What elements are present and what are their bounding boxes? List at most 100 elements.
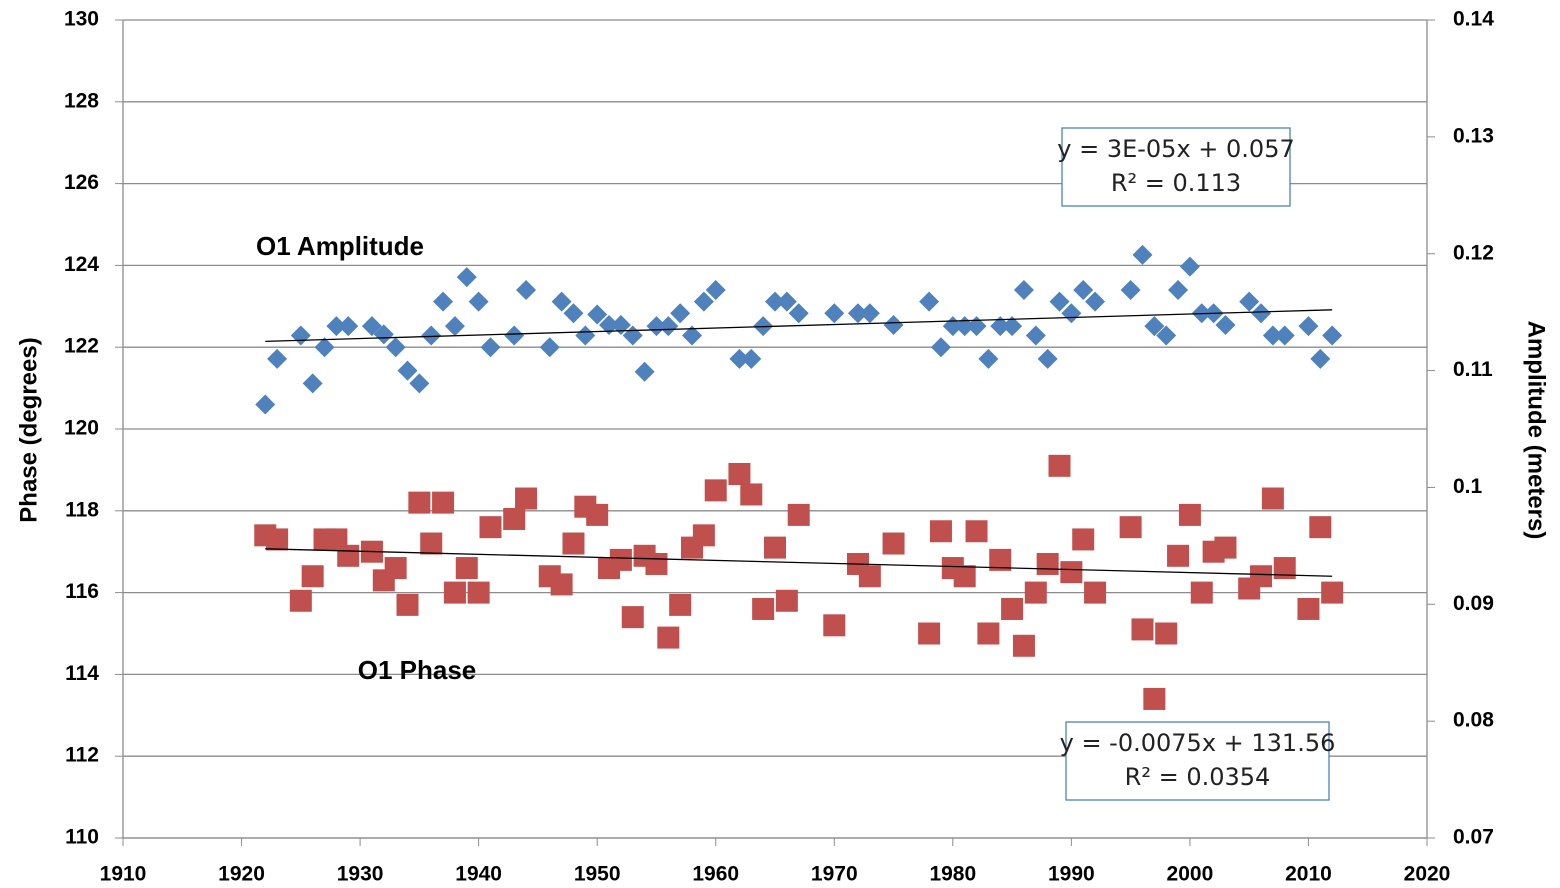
point	[657, 626, 680, 649]
point	[314, 337, 335, 358]
point	[646, 316, 667, 337]
point	[456, 267, 477, 288]
y-tick-label: 126	[64, 171, 99, 194]
point	[373, 324, 394, 345]
x-tick-label: 1930	[337, 863, 384, 886]
point	[1002, 316, 1023, 337]
y-tick-label: 114	[65, 662, 99, 685]
point	[1322, 325, 1343, 346]
point	[468, 291, 489, 312]
equation-box	[1061, 127, 1291, 207]
point	[361, 316, 382, 337]
point	[858, 565, 881, 588]
point	[480, 337, 501, 358]
point	[301, 565, 324, 588]
equation: y = -0.0075x + 131.56	[1060, 729, 1336, 757]
point	[1143, 687, 1166, 710]
point	[621, 606, 644, 629]
point	[1060, 561, 1083, 584]
point	[516, 279, 537, 300]
point	[1119, 516, 1142, 539]
point	[255, 394, 276, 415]
point	[1167, 544, 1190, 567]
point	[562, 532, 585, 555]
x-tick-label: 1910	[100, 863, 147, 886]
y-tick-label: 124	[64, 253, 99, 276]
y2-tick-label: 0.11	[1453, 358, 1493, 381]
point	[1168, 279, 1189, 300]
point	[692, 524, 715, 547]
point	[670, 303, 691, 324]
point	[978, 348, 999, 369]
point	[586, 503, 609, 526]
point	[776, 291, 797, 312]
y2-axis-title: Amplitude (meters)	[1523, 321, 1550, 540]
point	[930, 337, 951, 358]
point	[550, 573, 573, 596]
point	[977, 622, 1000, 645]
point	[918, 622, 941, 645]
point	[1262, 325, 1283, 346]
point	[443, 581, 466, 604]
point	[609, 548, 632, 571]
point	[504, 325, 525, 346]
point	[1251, 303, 1272, 324]
y2-tick-label: 0.07	[1453, 826, 1494, 849]
point	[883, 314, 904, 335]
point	[266, 528, 289, 551]
point	[658, 316, 679, 337]
point	[788, 303, 809, 324]
x-tick-label: 2010	[1285, 863, 1332, 886]
point	[1321, 581, 1344, 604]
point	[1155, 622, 1178, 645]
y-tick-label: 122	[64, 335, 99, 358]
point	[539, 337, 560, 358]
point	[599, 314, 620, 335]
point	[289, 589, 312, 612]
point	[953, 565, 976, 588]
point	[645, 552, 668, 575]
point	[1190, 581, 1213, 604]
point	[337, 544, 360, 567]
point	[929, 520, 952, 543]
y2-tick-label: 0.13	[1453, 124, 1494, 147]
x-tick-label: 1950	[574, 863, 621, 886]
point	[1156, 325, 1177, 346]
x-tick-label: 1990	[1048, 863, 1095, 886]
point	[704, 479, 727, 502]
point	[290, 325, 311, 346]
point	[1120, 279, 1141, 300]
point	[610, 314, 631, 335]
point	[1036, 552, 1059, 575]
y-tick-label: 120	[64, 417, 99, 440]
point	[433, 291, 454, 312]
point	[823, 614, 846, 637]
point	[408, 491, 431, 514]
point	[1297, 597, 1320, 620]
point	[1310, 348, 1331, 369]
r-squared: R² = 0.113	[1111, 169, 1241, 197]
point	[764, 536, 786, 559]
point	[1239, 291, 1260, 312]
point	[693, 291, 714, 312]
point	[728, 462, 751, 485]
point	[989, 548, 1012, 571]
point	[919, 291, 940, 312]
point	[1132, 244, 1153, 265]
y-tick-label: 128	[64, 89, 99, 112]
point	[420, 532, 443, 555]
point	[587, 304, 608, 325]
point	[741, 348, 762, 369]
point	[1214, 536, 1237, 559]
y2-tick-label: 0.12	[1453, 241, 1494, 264]
point	[1013, 279, 1034, 300]
point	[1085, 291, 1106, 312]
point	[1025, 325, 1046, 346]
point	[1001, 597, 1024, 620]
point	[1012, 634, 1035, 657]
y2-tick-label: 0.08	[1453, 709, 1494, 732]
point	[302, 373, 323, 394]
point	[421, 325, 442, 346]
trendline	[265, 309, 1333, 343]
